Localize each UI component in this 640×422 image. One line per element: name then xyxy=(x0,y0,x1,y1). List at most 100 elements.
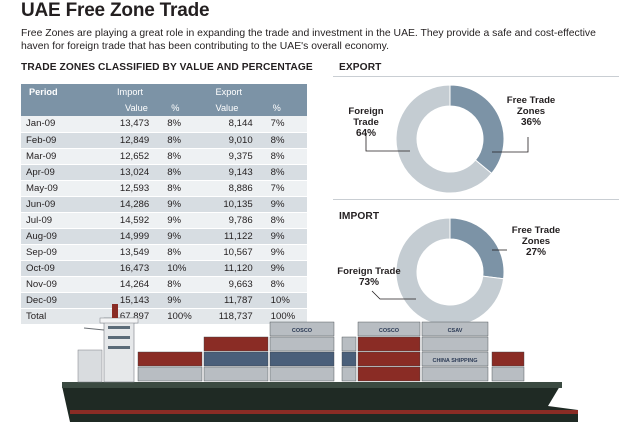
export-ftz-name: Free Trade Zones xyxy=(506,95,556,117)
cell-period: Apr-09 xyxy=(21,164,99,181)
container xyxy=(357,336,421,352)
cell-period: Aug-09 xyxy=(21,228,99,245)
header-import-pct: % xyxy=(161,100,204,116)
table-row: Apr-09 13,024 8% 9,143 8% xyxy=(21,164,307,181)
container xyxy=(491,351,525,367)
export-foreign-label: Foreign Trade 64% xyxy=(336,106,396,139)
trade-table-body: Jan-09 13,473 8% 8,144 7% Feb-09 12,849 8% 9,010… xyxy=(21,116,307,325)
cell-import-pct: 8% xyxy=(161,132,204,149)
header-export: Export xyxy=(203,84,307,100)
cell-period: Jun-09 xyxy=(21,196,99,213)
header-import-value: Value xyxy=(99,100,162,116)
container-label: COSCO xyxy=(292,328,313,334)
cell-import-pct: 8% xyxy=(161,180,204,197)
table-total-row: Total 167,897 100% 118,737 100% xyxy=(21,308,307,325)
table-header-row-2: Value % Value % xyxy=(21,100,307,116)
cell-export-value: 9,143 xyxy=(203,164,265,181)
container xyxy=(357,321,421,337)
container xyxy=(203,351,269,367)
cell-import-pct: 9% xyxy=(161,212,204,229)
container-stacks: COSCO COSCO CHINA SHIPPING CSAV xyxy=(137,321,525,382)
container xyxy=(341,366,357,382)
table-row: Sep-09 13,549 8% 10,567 9% xyxy=(21,244,307,261)
ship-hull xyxy=(62,386,578,422)
import-foreign-label: Foreign Trade 73% xyxy=(337,266,401,288)
cell-period: Sep-09 xyxy=(21,244,99,261)
container xyxy=(203,366,269,382)
cell-export-value: 9,010 xyxy=(203,132,265,149)
cell-export-pct: 9% xyxy=(264,196,307,213)
container xyxy=(341,336,357,352)
cell-import-pct: 100% xyxy=(161,308,204,325)
export-foreign-leader xyxy=(365,133,410,152)
container xyxy=(421,366,489,382)
cell-export-value: 8,886 xyxy=(203,180,265,197)
container xyxy=(269,351,335,367)
cell-import-pct: 9% xyxy=(161,196,204,213)
cell-period: May-09 xyxy=(21,180,99,197)
ship-deck xyxy=(62,382,562,388)
cell-period: Total xyxy=(21,308,99,325)
container xyxy=(269,366,335,382)
ship-windows-3 xyxy=(108,346,130,349)
cell-period: Oct-09 xyxy=(21,260,99,277)
cell-export-value: 10,135 xyxy=(203,196,265,213)
cell-export-pct: 9% xyxy=(264,228,307,245)
container-label: CHINA SHIPPING xyxy=(432,358,477,364)
table-row: Jul-09 14,592 9% 9,786 8% xyxy=(21,212,307,229)
header-period: Period xyxy=(21,84,99,116)
ship-waterline xyxy=(70,410,578,414)
cell-export-pct: 8% xyxy=(264,132,307,149)
table-row: Jan-09 13,473 8% 8,144 7% xyxy=(21,116,307,133)
cell-period: Nov-09 xyxy=(21,276,99,293)
container xyxy=(137,351,203,367)
table-heading: TRADE ZONES CLASSIFIED BY VALUE AND PERC… xyxy=(21,62,313,73)
cell-import-value: 14,286 xyxy=(99,196,162,213)
container xyxy=(341,351,357,367)
cell-import-value: 12,849 xyxy=(99,132,162,149)
container xyxy=(357,351,421,367)
page-title: UAE Free Zone Trade xyxy=(21,0,210,21)
cell-export-value: 9,663 xyxy=(203,276,265,293)
intro-text: Free Zones are playing a great role in e… xyxy=(21,28,596,52)
cell-export-pct: 8% xyxy=(264,212,307,229)
container xyxy=(137,366,203,382)
trade-table: Period Import Export Value % Value % Jan… xyxy=(21,84,307,325)
export-ftz-pct: 36% xyxy=(520,117,541,128)
cell-export-pct: 7% xyxy=(264,116,307,133)
export-donut-slice-foreign-trade xyxy=(395,84,493,194)
table-row: Aug-09 14,999 9% 11,122 9% xyxy=(21,228,307,245)
container xyxy=(421,321,489,337)
import-ftz-name: Free Trade Zones xyxy=(511,225,561,247)
container xyxy=(421,336,489,352)
export-foreign-name: Foreign Trade xyxy=(348,106,384,128)
container xyxy=(491,366,525,382)
container-label: COSCO xyxy=(379,328,400,334)
cell-export-pct: 8% xyxy=(264,148,307,165)
import-foreign-name: Foreign Trade xyxy=(337,266,401,277)
cell-export-value: 11,120 xyxy=(203,260,265,277)
cell-import-pct: 8% xyxy=(161,116,204,133)
cell-period: Jul-09 xyxy=(21,212,99,229)
container xyxy=(203,336,269,352)
table-header-row-1: Period Import Export xyxy=(21,84,307,116)
ship-mast xyxy=(83,327,105,331)
export-ftz-label: Free Trade Zones 36% xyxy=(503,95,559,128)
cell-import-pct: 8% xyxy=(161,164,204,181)
ship-windows-1 xyxy=(108,326,130,329)
cell-import-pct: 10% xyxy=(161,260,204,277)
header-export-pct: % xyxy=(264,100,307,116)
import-foreign-pct: 73% xyxy=(358,277,379,288)
table-row: Jun-09 14,286 9% 10,135 9% xyxy=(21,196,307,213)
cell-period: Feb-09 xyxy=(21,132,99,149)
cell-export-value: 10,567 xyxy=(203,244,265,261)
cell-import-pct: 9% xyxy=(161,292,204,309)
cell-import-value: 14,592 xyxy=(99,212,162,229)
import-ftz-label: Free Trade Zones 27% xyxy=(507,225,565,258)
cell-period: Jan-09 xyxy=(21,116,99,133)
export-heading: EXPORT xyxy=(339,62,382,73)
cell-import-pct: 8% xyxy=(161,244,204,261)
cell-export-pct: 8% xyxy=(264,276,307,293)
